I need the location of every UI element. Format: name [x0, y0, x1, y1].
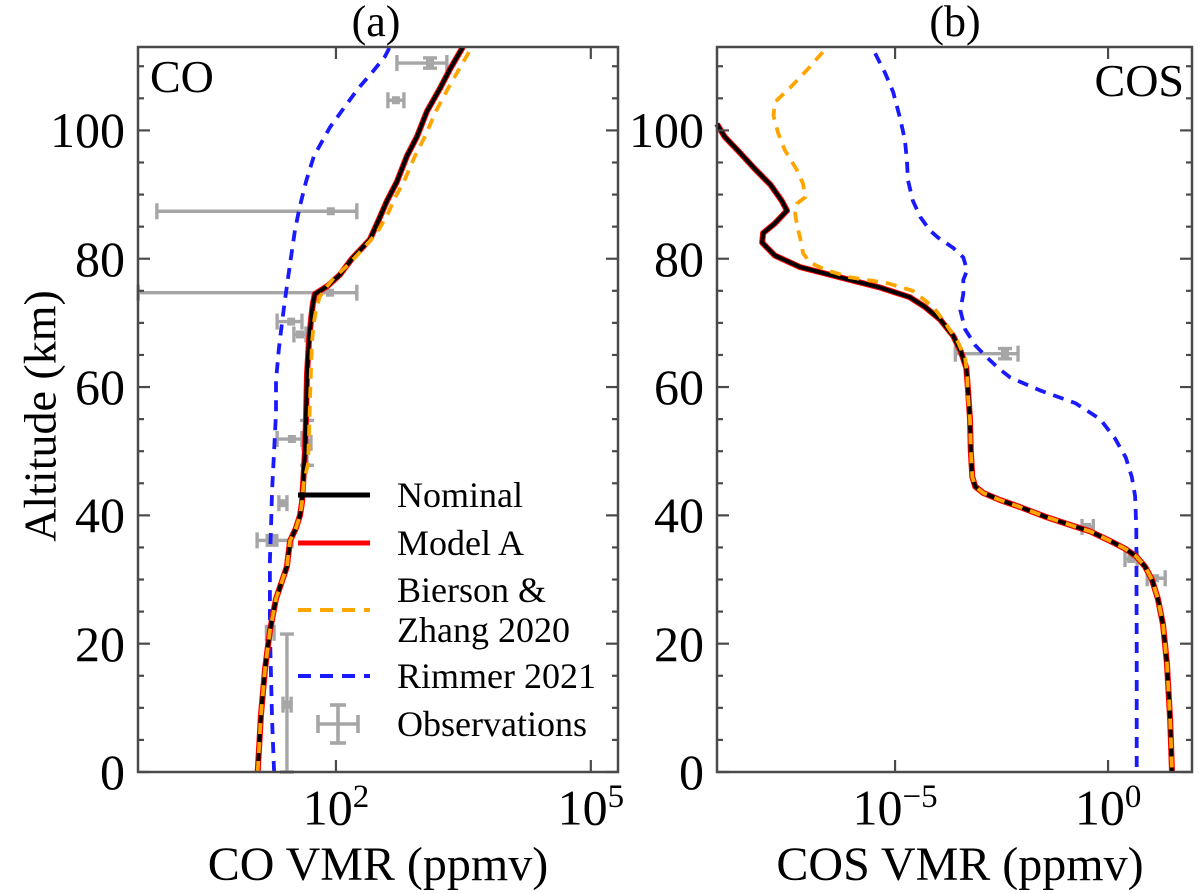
y-tick-label: 60 — [654, 359, 704, 416]
legend-line-nominal-icon — [298, 492, 370, 498]
legend-item-model-a: Model A — [296, 520, 524, 566]
x-tick-label: 10−5 — [852, 779, 938, 836]
series-rimmer-b — [873, 52, 1139, 772]
series-nominal-a — [255, 45, 465, 773]
x-tick-label: 100 — [1074, 779, 1142, 836]
observation-marker — [1000, 349, 1009, 358]
x-tick-label: 102 — [302, 779, 370, 836]
observation-marker — [278, 499, 287, 508]
panel-b-x-axis-label: COS VMR (ppmv) — [776, 838, 1144, 891]
y-tick-label: 100 — [629, 102, 704, 159]
legend-label-bierson-zhang: Bierson & Zhang 2020 — [397, 570, 570, 650]
observation-marker — [287, 317, 296, 326]
legend-line-rimmer-icon — [298, 674, 370, 678]
series-bierson-a — [255, 46, 474, 773]
y-tick-label: 0 — [100, 744, 125, 800]
panel-b-title: (b) — [929, 0, 981, 46]
observation-marker — [295, 330, 304, 339]
y-tick-label: 80 — [75, 230, 125, 287]
series-bierson-b — [771, 50, 1174, 773]
plot-frame-a — [136, 45, 620, 774]
legend-item-observations: Observations — [296, 701, 587, 747]
panel-a-x-axis-label: CO VMR (ppmv) — [207, 838, 549, 891]
legend-label-model-a: Model A — [397, 523, 525, 563]
y-tick-label: 20 — [654, 615, 704, 672]
plot-frame-b — [715, 45, 1194, 774]
observation-marker — [326, 207, 335, 216]
y-tick-label: 40 — [75, 487, 125, 544]
observation-marker — [325, 288, 334, 297]
y-tick-label: 0 — [679, 744, 704, 800]
observation-marker — [391, 96, 400, 105]
legend-label-nominal: Nominal — [397, 475, 523, 515]
y-tick-label: 40 — [654, 487, 704, 544]
y-tick-label: 80 — [654, 230, 704, 287]
legend: Nominal Model A Bierson & Zhang 2020 Rim… — [296, 472, 641, 762]
panel-a-species-label: CO — [150, 51, 214, 102]
observation-marker — [282, 700, 291, 709]
panel-b-species-label: COS — [1094, 55, 1184, 106]
x-tick-label: 105 — [557, 779, 625, 836]
y-tick-label: 20 — [75, 615, 125, 672]
legend-label-rimmer: Rimmer 2021 — [397, 656, 596, 696]
observation-marker — [1082, 522, 1091, 531]
y-axis-label: Altitude (km) — [14, 290, 66, 542]
legend-line-model-a-icon — [298, 540, 370, 546]
observation-marker — [1127, 554, 1136, 563]
legend-item-rimmer: Rimmer 2021 — [296, 653, 596, 699]
observation-marker — [1150, 574, 1159, 583]
series-model_a-b — [714, 122, 1175, 773]
y-tick-label: 100 — [50, 102, 125, 159]
legend-item-nominal: Nominal — [296, 472, 523, 518]
legend-item-bierson-zhang: Bierson & Zhang 2020 — [296, 570, 570, 650]
legend-line-bierson-icon — [298, 608, 370, 612]
series-nominal-b — [715, 122, 1174, 773]
observation-marker — [426, 59, 435, 68]
legend-errorbar-icon — [316, 703, 360, 745]
observation-marker — [287, 435, 296, 444]
legend-label-observations: Observations — [397, 704, 587, 744]
series-rimmer-a — [268, 46, 392, 773]
y-tick-label: 60 — [75, 359, 125, 416]
panel-a-title: (a) — [351, 0, 401, 46]
